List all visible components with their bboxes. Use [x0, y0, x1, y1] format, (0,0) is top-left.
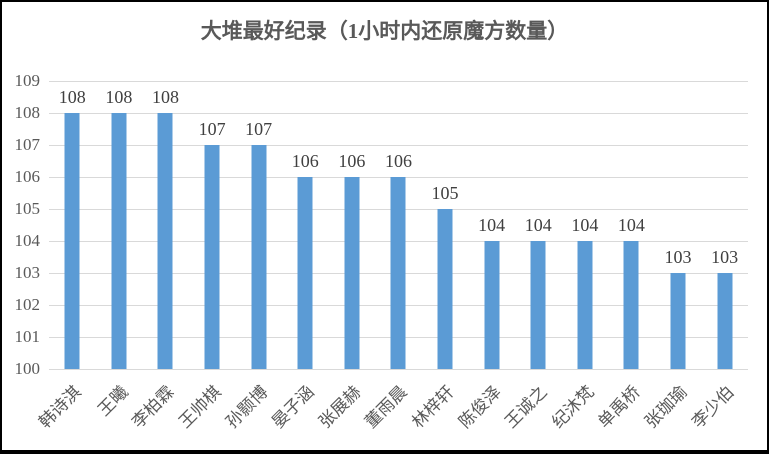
gridline: [49, 81, 748, 82]
y-tick-label: 102: [14, 295, 41, 314]
bar-column: 106: [375, 81, 422, 369]
gridline: [49, 369, 748, 370]
y-tick-label: 106: [14, 167, 41, 186]
bar: [390, 177, 406, 369]
data-label: 108: [58, 87, 86, 107]
y-axis-labels: 100 101 102 103 104 105 106 107 108 109: [6, 71, 41, 378]
bar-column: 107: [235, 81, 282, 369]
bar: [111, 113, 127, 369]
bar: [577, 241, 593, 369]
bar-column: 104: [608, 81, 655, 369]
y-tick-label: 107: [14, 135, 41, 154]
chart-title: 大堆最好纪录（1小时内还原魔方数量）: [200, 19, 569, 43]
x-tick-label: 韩诗淇: [35, 382, 86, 432]
data-label: 106: [338, 151, 366, 171]
bar-column: 105: [422, 81, 469, 369]
bar: [251, 145, 267, 369]
data-label: 104: [524, 215, 552, 235]
x-axis-labels: 韩诗淇 王曦 李柏霖 王帅棋 孙颢博 晏子涵 张展赫 董雨晨 林梓轩 陈俊泽 王诚之 纪沐梵 单禹桥 张珈…: [36, 369, 748, 450]
y-tick-label: 104: [14, 231, 41, 250]
bar-column: 108: [142, 81, 189, 369]
bar-column: 103: [701, 81, 748, 369]
bar: [717, 273, 733, 369]
bar: [530, 241, 546, 369]
bar-column: 106: [329, 81, 376, 369]
x-label-column: 韩诗淇: [36, 369, 96, 450]
bar-column: 104: [515, 81, 562, 369]
data-label: 103: [664, 247, 692, 267]
bar: [670, 273, 686, 369]
data-label: 104: [571, 215, 599, 235]
data-label: 107: [198, 119, 226, 139]
y-tick-label: 105: [14, 199, 41, 218]
bars-area: 108 108 108 107 107 106 106 106 105 104 104 104 104 1…: [49, 81, 748, 369]
gridline: [49, 113, 748, 114]
bar: [204, 145, 220, 369]
data-label: 103: [711, 247, 739, 267]
bar-column: 108: [96, 81, 143, 369]
bar: [437, 209, 453, 369]
bar-column: 108: [49, 81, 96, 369]
bar: [344, 177, 360, 369]
y-tick-label: 101: [14, 327, 41, 346]
data-label: 105: [431, 183, 459, 203]
data-label: 104: [478, 215, 506, 235]
bar-column: 106: [282, 81, 329, 369]
bar: [484, 241, 500, 369]
bar-column: 107: [189, 81, 236, 369]
bar: [623, 241, 639, 369]
bar-column: 104: [562, 81, 609, 369]
bar-column: 103: [655, 81, 702, 369]
y-tick-label: 109: [14, 71, 41, 90]
x-tick-label: 王曦: [94, 382, 132, 420]
y-tick-label: 100: [14, 359, 41, 378]
x-label-column: 李少伯: [688, 369, 748, 450]
bar: [297, 177, 313, 369]
bar: [157, 113, 173, 369]
y-tick-label: 108: [14, 103, 41, 122]
bar-column: 104: [468, 81, 515, 369]
gridline: [49, 145, 748, 146]
data-label: 106: [384, 151, 412, 171]
data-label: 107: [245, 119, 273, 139]
data-label: 106: [291, 151, 319, 171]
data-label: 108: [151, 87, 179, 107]
y-tick-label: 103: [14, 263, 41, 282]
data-label: 104: [617, 215, 645, 235]
bar: [64, 113, 80, 369]
data-label: 108: [105, 87, 133, 107]
